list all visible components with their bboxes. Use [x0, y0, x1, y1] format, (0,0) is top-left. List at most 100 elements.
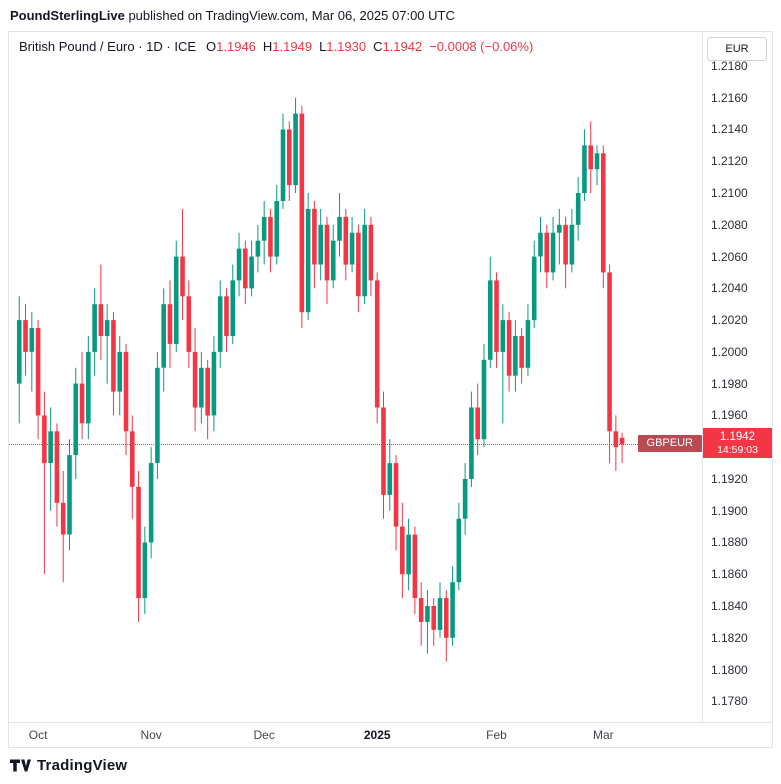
candle-body: [136, 486, 141, 599]
candle-body: [525, 320, 531, 368]
candle-body: [538, 232, 543, 257]
price-axis-label: 1.2120: [711, 154, 748, 169]
candle-body: [243, 248, 248, 289]
candle-body: [199, 367, 204, 408]
price-axis-label: 1.1980: [711, 376, 748, 391]
candle-body: [550, 232, 556, 273]
candle-body: [475, 407, 480, 440]
candle-body: [469, 407, 474, 479]
candle-body: [437, 598, 443, 630]
candle-body: [236, 248, 242, 281]
candle-body: [35, 328, 41, 416]
publisher-credit: PoundSterlingLive published on TradingVi…: [10, 8, 455, 23]
candle-body: [123, 351, 129, 432]
price-axis-label: 1.1840: [711, 599, 748, 614]
price-axis-label: 1.2180: [711, 58, 748, 73]
ohlc-open-label: O: [206, 39, 217, 54]
candle-body: [286, 129, 292, 186]
price-axis-label: 1.1920: [711, 471, 748, 486]
time-axis-label: Dec: [253, 728, 275, 742]
candle-body: [173, 256, 179, 344]
candle-body: [54, 431, 60, 503]
candle-body: [161, 304, 166, 368]
time-axis-label: 2025: [363, 728, 391, 742]
price-axis-label: 1.1900: [711, 503, 748, 518]
candle-body: [337, 216, 342, 241]
candle-body: [192, 351, 198, 408]
candle-body: [261, 216, 267, 241]
candle-body: [142, 542, 148, 599]
ohlc-high: H1.1949: [263, 39, 312, 54]
candle-body: [456, 518, 462, 583]
candle-body: [330, 240, 336, 281]
candle-body: [29, 328, 35, 352]
candle-body: [155, 367, 160, 464]
candle-body: [293, 113, 298, 186]
candle-body: [224, 296, 229, 336]
symbol-title[interactable]: British Pound / Euro · 1D · ICE: [19, 39, 197, 54]
candle-body: [374, 280, 380, 408]
candle-body: [481, 359, 487, 440]
candle-body: [462, 479, 468, 519]
candle-body: [544, 232, 550, 273]
candle-body: [180, 256, 185, 297]
price-axis[interactable]: EUR 1.1942 14:59:03 1.2180 1.2160 1.2140 1.…: [702, 32, 772, 722]
last-price-value: 1.1942: [719, 431, 756, 443]
ohlc-open: O1.1946: [206, 39, 256, 54]
candle-body: [619, 437, 625, 445]
candle-body: [23, 320, 28, 352]
candle-body: [368, 224, 374, 281]
candle-body: [406, 534, 411, 575]
tradingview-brand[interactable]: TradingView: [37, 757, 128, 774]
candle-body: [249, 256, 254, 289]
candle-body: [111, 320, 116, 392]
ohlc-high-value: 1.1949: [272, 39, 313, 54]
price-axis-label: 1.2040: [711, 281, 748, 296]
candle-body: [268, 216, 273, 257]
candle-body: [79, 383, 85, 424]
candle-body: [349, 232, 355, 265]
candle-body: [148, 463, 154, 543]
candle-body: [569, 224, 575, 265]
candle-body: [230, 280, 236, 336]
candle-body: [42, 415, 47, 464]
candle-body: [418, 598, 424, 622]
candle-body: [443, 598, 449, 638]
ohlc-low-value: 1.1930: [326, 39, 367, 54]
price-axis-label: 1.1960: [711, 408, 748, 423]
candle-body: [600, 153, 606, 273]
candle-body: [506, 320, 512, 376]
price-axis-label: 1.2020: [711, 313, 748, 328]
candle-body: [412, 534, 418, 599]
candle-body: [60, 502, 66, 535]
candle-body: [16, 320, 22, 384]
ohlc-open-value: 1.1946: [216, 39, 256, 54]
candle-body: [362, 224, 367, 297]
price-axis-label: 1.2160: [711, 90, 748, 105]
candle-body: [205, 367, 210, 416]
price-axis-label: 1.1780: [711, 694, 748, 709]
candle-body: [494, 280, 499, 352]
last-price-axis-label: 1.1942 14:59:03: [703, 428, 772, 458]
candlestick-canvas[interactable]: [9, 58, 702, 722]
candle-body: [48, 431, 53, 464]
price-axis-label: 1.2140: [711, 122, 748, 137]
publisher-bar: PoundSterlingLive published on TradingVi…: [0, 0, 781, 31]
currency-toggle-button[interactable]: EUR: [707, 37, 767, 61]
footer: TradingView: [0, 748, 781, 783]
candle-body: [312, 208, 317, 265]
candle-body: [387, 463, 393, 495]
candle-body: [167, 304, 173, 344]
candle-body: [393, 463, 399, 527]
candle-body: [588, 145, 594, 170]
candle-body: [343, 216, 349, 265]
price-axis-label: 1.2080: [711, 217, 748, 232]
bar-countdown: 14:59:03: [717, 444, 758, 456]
candle-body: [186, 296, 192, 352]
candle-body: [400, 526, 405, 575]
candle-body: [487, 280, 493, 360]
ohlc-close-label: C: [373, 39, 383, 54]
time-axis[interactable]: Oct Nov Dec 2025 Feb Mar: [9, 722, 772, 747]
candle-body: [299, 113, 305, 313]
candle-body: [607, 272, 612, 432]
